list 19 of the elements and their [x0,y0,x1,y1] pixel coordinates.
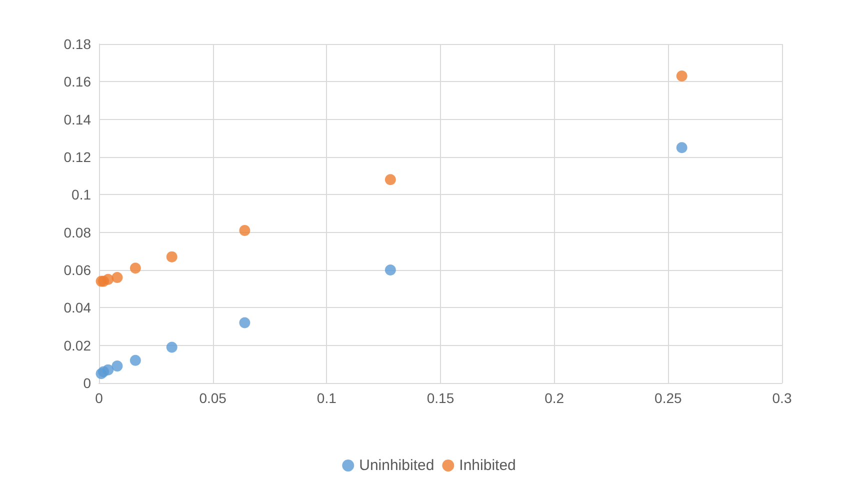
legend-label: Uninhibited [359,457,434,474]
y-tick-label: 0.18 [64,36,92,52]
y-tick-label: 0.14 [64,111,92,128]
y-tick-label: 0.1 [72,186,92,203]
y-tick-label: 0.08 [64,224,92,240]
x-tick-label: 0.05 [199,390,227,406]
legend-label: Inhibited [459,457,516,474]
y-tick-label: 0 [83,375,92,391]
x-tick-label: 0 [95,390,104,406]
x-tick-label: 0.25 [654,390,682,406]
y-tick-label: 0.12 [64,149,92,165]
y-tick-label: 0.04 [64,300,92,316]
x-tick-label: 0.1 [316,390,337,406]
x-tick-label: 0.15 [426,390,454,406]
y-tick-label: 0.16 [64,74,92,90]
x-tick-label: 0.2 [544,390,564,406]
x-tick-label: 0.3 [772,390,792,406]
y-tick-label: 0.06 [64,262,92,278]
y-tick-label: 0.02 [64,337,92,354]
